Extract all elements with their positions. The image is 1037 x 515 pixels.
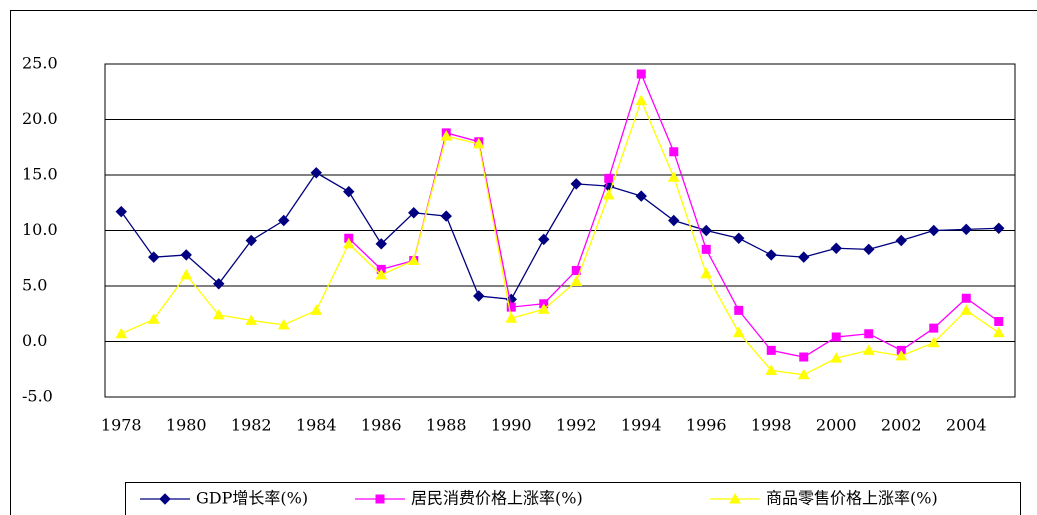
data-point [733, 232, 745, 244]
legend-label: 商品零售价格上涨率(%) [766, 489, 938, 508]
legend-label: GDP增长率(%) [196, 489, 308, 508]
legend-marker [159, 493, 171, 505]
data-point [766, 345, 776, 355]
y-tick-label: 0.0 [22, 331, 47, 350]
y-tick-label: 20.0 [22, 109, 58, 128]
data-point [408, 207, 420, 219]
data-point [342, 237, 355, 249]
data-point [929, 323, 939, 333]
data-point [213, 278, 225, 290]
data-point [993, 222, 1005, 234]
data-point [895, 349, 908, 361]
legend-box [125, 482, 1021, 515]
data-point [864, 329, 874, 339]
data-point [732, 326, 745, 338]
data-point [863, 243, 875, 256]
data-point [115, 327, 128, 339]
x-tick-label: 1996 [686, 416, 727, 435]
data-point [830, 242, 842, 254]
data-point [635, 190, 647, 202]
x-tick-label: 2000 [816, 416, 857, 435]
y-tick-label: 5.0 [22, 276, 47, 295]
data-point [799, 352, 809, 362]
legend-marker [729, 492, 741, 504]
data-point [278, 214, 290, 227]
x-tick-label: 1992 [556, 416, 597, 435]
data-point [473, 290, 485, 302]
data-point [669, 147, 679, 157]
data-point [115, 205, 127, 218]
series-line [120, 171, 999, 301]
x-tick-label: 1982 [231, 416, 272, 435]
x-tick-label: 1978 [101, 416, 142, 435]
data-point [797, 368, 810, 380]
x-tick-label: 1980 [166, 416, 207, 435]
x-tick-label: 1986 [361, 416, 402, 435]
data-point [994, 317, 1004, 327]
data-point [734, 305, 744, 315]
y-tick-label: -5.0 [22, 387, 53, 406]
data-point [570, 275, 583, 287]
x-tick-label: 1984 [296, 416, 337, 435]
data-point [961, 293, 971, 303]
data-point [537, 303, 550, 314]
data-point [440, 130, 453, 141]
x-tick-label: 1994 [621, 416, 662, 435]
data-point [700, 224, 712, 237]
data-point [992, 326, 1005, 338]
data-point [180, 249, 192, 261]
legend-label: 居民消费价格上涨率(%) [411, 489, 583, 508]
data-point [636, 69, 646, 79]
data-point [831, 332, 841, 342]
data-point [375, 238, 387, 250]
data-point [602, 188, 615, 200]
x-tick-label: 2002 [881, 416, 922, 435]
x-tick-label: 2004 [946, 416, 987, 435]
x-tick-label: 1998 [751, 416, 792, 435]
data-point [277, 318, 290, 330]
y-tick-label: 25.0 [22, 54, 58, 73]
y-tick-label: 10.0 [22, 220, 58, 239]
data-point [212, 308, 225, 320]
data-point [700, 267, 713, 279]
series-line [120, 98, 1000, 376]
data-point [310, 304, 323, 315]
data-point [570, 178, 582, 190]
data-point [147, 313, 160, 324]
data-point [343, 185, 355, 198]
data-point [765, 249, 777, 261]
legend-marker [375, 494, 385, 504]
data-point [440, 210, 452, 222]
data-point [862, 344, 875, 355]
data-point [148, 251, 160, 263]
data-point [928, 224, 940, 237]
data-point [180, 268, 193, 280]
data-point [668, 214, 680, 227]
data-point [960, 304, 973, 315]
data-point [667, 171, 680, 182]
data-point [765, 364, 778, 375]
data-point [407, 254, 420, 265]
data-point [830, 352, 843, 363]
data-point [310, 167, 322, 179]
data-point [538, 233, 550, 246]
data-point [375, 268, 388, 280]
data-point [505, 312, 518, 323]
data-point [635, 94, 648, 106]
y-tick-label: 15.0 [22, 165, 58, 184]
data-point [604, 173, 614, 183]
data-point [245, 234, 257, 247]
data-point [701, 244, 711, 254]
data-point [245, 314, 258, 325]
data-point [895, 234, 907, 247]
x-tick-label: 1988 [426, 416, 467, 435]
data-point [798, 251, 810, 263]
data-point [472, 137, 485, 149]
data-point [960, 223, 972, 236]
data-point [571, 265, 581, 275]
data-point [927, 336, 940, 348]
x-tick-label: 1990 [491, 416, 532, 435]
